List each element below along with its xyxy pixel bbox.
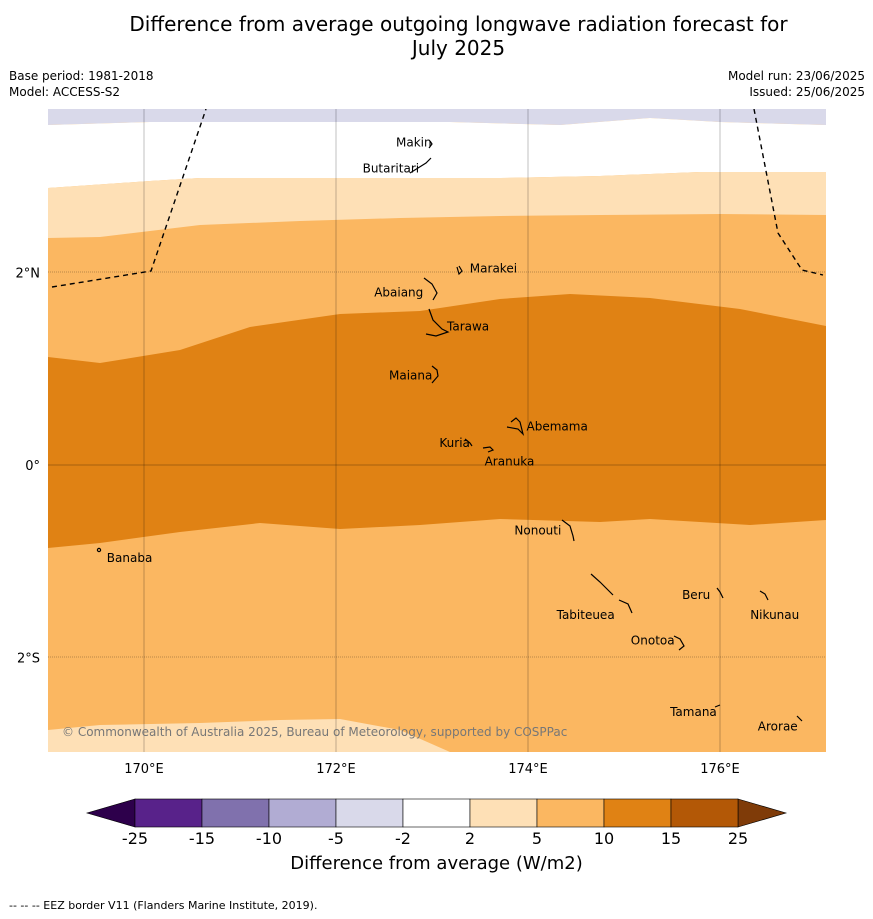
lat-tick-minus2: 2°S: [17, 652, 40, 667]
colorbar-over-extension: [737, 798, 788, 828]
island-maiana: [431, 365, 439, 384]
island-tabiteuea: [590, 573, 633, 614]
place-label-beru: Beru: [682, 588, 710, 602]
colorbar-tick-9: 25: [728, 829, 748, 848]
colorbar: -25 -15 -10 -5 -2 2 5 10 15 25: [85, 798, 788, 848]
island-abaiang: [423, 277, 438, 301]
place-label-marakei: Marakei: [470, 261, 517, 275]
colorbar-label: Difference from average (W/m2): [290, 853, 583, 874]
colorbar-swatch-0: [134, 798, 203, 828]
colorbar-swatch-4: [402, 798, 471, 828]
graticule: [48, 109, 826, 752]
anomaly-field: [48, 109, 826, 752]
colorbar-tick-0: -25: [122, 829, 148, 848]
island-aranuka: [482, 446, 495, 453]
island-banaba: [96, 547, 102, 553]
place-label-kuria: Kuria: [439, 436, 470, 450]
eez-border: [51, 109, 824, 288]
band-10-to-15: [48, 294, 826, 548]
place-labels: Makin Butaritari Marakei Abaiang Tarawa Maian…: [107, 135, 799, 733]
island-beru: [716, 587, 724, 599]
lon-tick-172: 172°E: [316, 762, 356, 777]
colorbar-tick-3: -5: [328, 829, 344, 848]
colorbar-tick-6: 5: [532, 829, 542, 848]
band-minus5-to-minus2: [48, 109, 826, 125]
colorbar-tick-8: 15: [661, 829, 681, 848]
island-onotoa: [673, 635, 685, 651]
model-run-date: Model run: 23/06/2025: [727, 69, 865, 83]
island-nonouti: [561, 519, 575, 542]
colorbar-swatch-8: [670, 798, 739, 828]
band-2-to-5: [48, 172, 826, 238]
copyright-notice: © Commonwealth of Australia 2025, Bureau…: [62, 725, 567, 739]
island-marakei: [456, 265, 463, 276]
meta-left: Base period: 1981-2018 Model: ACCESS-S2: [9, 68, 154, 100]
place-label-arorae: Arorae: [758, 719, 798, 733]
island-nikunau: [759, 590, 769, 601]
colorbar-tick-7: 10: [594, 829, 614, 848]
lat-tick-2: 2°N: [16, 266, 41, 281]
island-tamana: [714, 704, 721, 708]
island-outlines: [96, 140, 803, 722]
place-label-banaba: Banaba: [107, 551, 153, 565]
island-abemama: [506, 417, 525, 436]
map-title-line-1: Difference from average outgoing longwav…: [129, 12, 788, 36]
base-period: Base period: 1981-2018: [9, 69, 154, 83]
lat-tick-0: 0°: [25, 459, 40, 474]
colorbar-swatch-1: [201, 798, 270, 828]
lon-tick-174: 174°E: [508, 762, 548, 777]
colorbar-tick-2: -10: [256, 829, 282, 848]
band-minus2-to-2: [48, 118, 826, 188]
place-label-nikunau: Nikunau: [750, 608, 799, 622]
colorbar-swatch-7: [603, 798, 672, 828]
colorbar-swatch-5: [469, 798, 538, 828]
lat-tick-labels: 2°N 0° 2°S: [16, 266, 41, 666]
lon-tick-labels: 170°E 172°E 174°E 176°E: [124, 762, 740, 777]
island-tarawa: [425, 308, 450, 337]
band-2-to-5-south: [48, 719, 450, 752]
colorbar-swatch-6: [536, 798, 605, 828]
place-label-makin: Makin: [396, 135, 432, 149]
eez-border-west: [51, 109, 207, 288]
model-name: Model: ACCESS-S2: [9, 85, 121, 99]
place-label-nonouti: Nonouti: [514, 524, 561, 538]
place-label-tabiteuea: Tabiteuea: [556, 608, 615, 622]
colorbar-tick-5: 2: [465, 829, 475, 848]
place-label-abemama: Abemama: [527, 419, 588, 433]
place-label-maiana: Maiana: [389, 368, 432, 382]
colorbar-swatch-3: [335, 798, 404, 828]
meta-right: Model run: 23/06/2025 Issued: 25/06/2025: [728, 68, 865, 100]
eez-footnote: -- -- -- EEZ border V11 (Flanders Marine…: [9, 899, 318, 912]
lon-tick-176: 176°E: [700, 762, 740, 777]
colorbar-tick-1: -15: [189, 829, 215, 848]
colorbar-swatch-2: [268, 798, 337, 828]
island-kuria: [464, 438, 473, 447]
place-label-tamana: Tamana: [669, 705, 717, 719]
issued-date: Issued: 25/06/2025: [749, 85, 865, 99]
colorbar-under-extension: [85, 798, 136, 828]
lon-tick-170: 170°E: [124, 762, 164, 777]
island-arorae: [796, 715, 803, 722]
colorbar-tick-4: -2: [395, 829, 411, 848]
island-butaritari: [409, 157, 432, 174]
island-makin: [428, 140, 433, 149]
place-label-butaritari: Butaritari: [363, 161, 420, 175]
place-label-tarawa: Tarawa: [446, 319, 489, 333]
map-title: Difference from average outgoing longwav…: [15, 12, 873, 60]
place-label-abaiang: Abaiang: [374, 286, 423, 300]
map-title-line-2: July 2025: [411, 36, 506, 60]
place-label-aranuka: Aranuka: [485, 455, 535, 469]
place-label-onotoa: Onotoa: [631, 633, 675, 647]
eez-border-east: [753, 109, 824, 276]
